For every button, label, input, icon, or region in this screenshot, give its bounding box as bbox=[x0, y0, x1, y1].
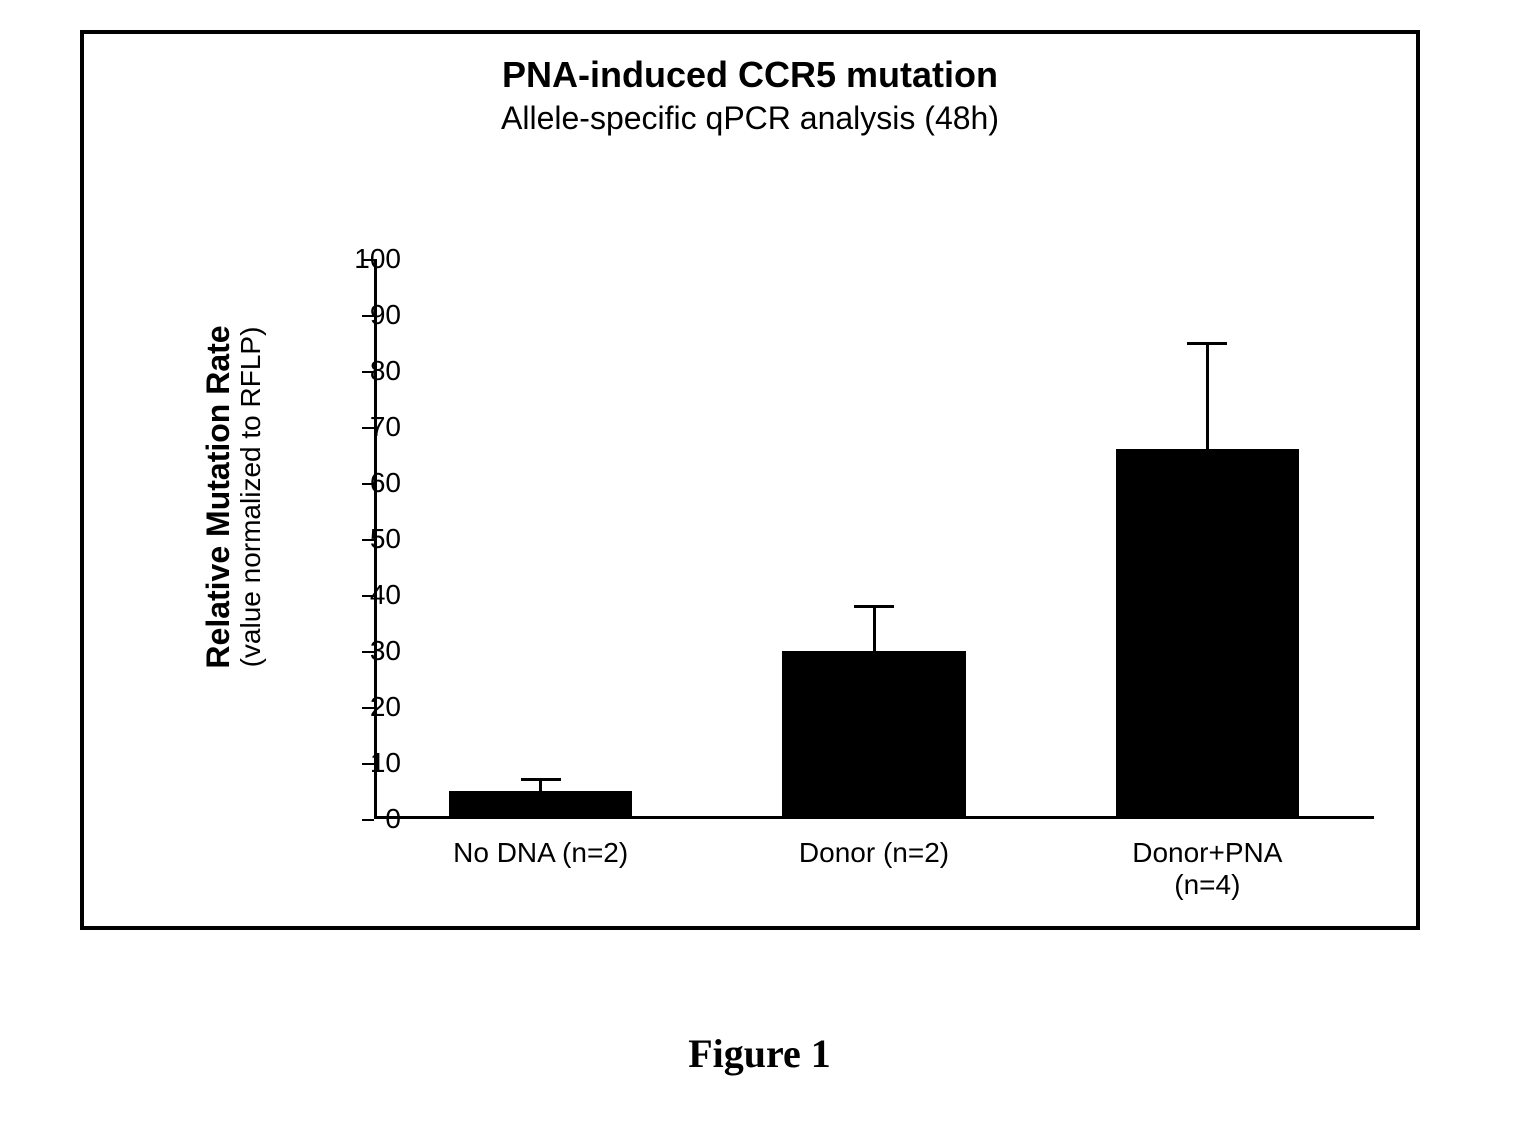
x-axis-label: No DNA (n=2) bbox=[453, 837, 628, 869]
y-tick-label: 80 bbox=[341, 355, 401, 387]
error-bar bbox=[873, 606, 876, 651]
y-tick-label: 60 bbox=[341, 467, 401, 499]
error-bar bbox=[1206, 343, 1209, 449]
error-cap bbox=[521, 778, 561, 781]
y-axis-label-main: Relative Mutation Rate bbox=[201, 217, 236, 777]
figure-caption: Figure 1 bbox=[0, 1030, 1519, 1077]
y-tick-label: 50 bbox=[341, 523, 401, 555]
y-tick-label: 70 bbox=[341, 411, 401, 443]
chart-title-block: PNA-induced CCR5 mutation Allele-specifi… bbox=[84, 54, 1416, 137]
chart-frame: PNA-induced CCR5 mutation Allele-specifi… bbox=[80, 30, 1420, 930]
bar bbox=[1116, 449, 1299, 819]
error-cap bbox=[854, 605, 894, 608]
y-axis-label: Relative Mutation Rate (value normalized… bbox=[201, 217, 267, 777]
y-tick-label: 90 bbox=[341, 299, 401, 331]
bar bbox=[782, 651, 965, 819]
y-tick-label: 100 bbox=[341, 243, 401, 275]
y-tick-label: 30 bbox=[341, 635, 401, 667]
chart-subtitle: Allele-specific qPCR analysis (48h) bbox=[84, 100, 1416, 137]
chart-title: PNA-induced CCR5 mutation bbox=[84, 54, 1416, 96]
x-axis-label: Donor+PNA (n=4) bbox=[1103, 837, 1312, 901]
y-tick-label: 10 bbox=[341, 747, 401, 779]
y-axis-label-sub: (value normalized to RFLP) bbox=[236, 217, 267, 777]
y-tick-label: 20 bbox=[341, 691, 401, 723]
bar bbox=[449, 791, 632, 819]
x-axis-label: Donor (n=2) bbox=[799, 837, 949, 869]
plot-area bbox=[374, 259, 1374, 819]
y-tick-label: 40 bbox=[341, 579, 401, 611]
y-tick-label: 0 bbox=[341, 803, 401, 835]
error-cap bbox=[1187, 342, 1227, 345]
error-bar bbox=[539, 780, 542, 791]
